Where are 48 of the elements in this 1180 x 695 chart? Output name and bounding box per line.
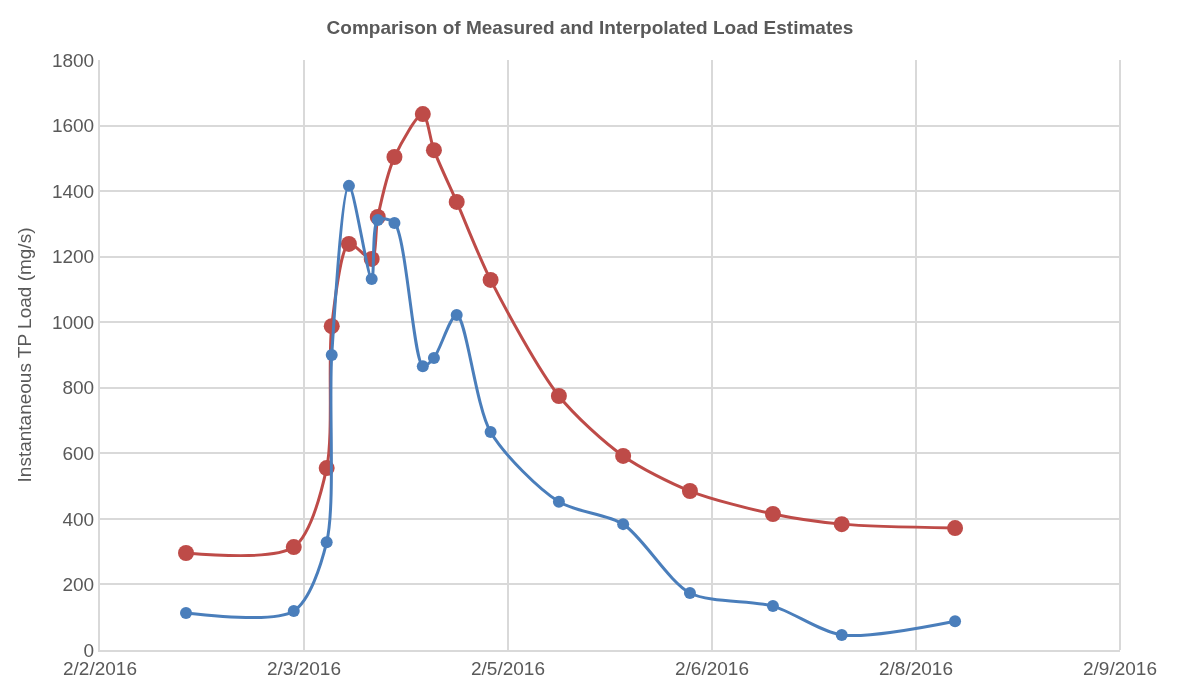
chart-title: Comparison of Measured and Interpolated Load Estimates (326, 17, 854, 39)
point (320, 536, 333, 549)
point (766, 600, 779, 613)
point (615, 447, 632, 464)
y-tick-label: 400 (62, 508, 95, 530)
point (681, 483, 698, 500)
point (388, 216, 401, 229)
point (484, 426, 497, 439)
y-tick-label: 600 (62, 442, 95, 464)
x-tick-label: 2/6/2016 (675, 657, 749, 679)
y-tick-label: 1600 (51, 115, 95, 137)
x-tick-label: 2/8/2016 (879, 657, 953, 679)
x-tick-label: 2/5/2016 (471, 657, 545, 679)
point (683, 586, 696, 599)
point (550, 387, 567, 404)
point (450, 309, 463, 321)
point (835, 628, 848, 641)
point (448, 193, 465, 210)
point (342, 179, 355, 192)
point (180, 606, 193, 619)
point (947, 520, 964, 537)
point (949, 615, 962, 628)
x-tick-label: 2/3/2016 (267, 657, 341, 679)
point (552, 495, 565, 508)
point (764, 505, 781, 522)
point (325, 349, 338, 361)
point (365, 272, 378, 285)
x-tick-label: 2/9/2016 (1083, 657, 1157, 679)
y-tick-label: 1000 (51, 311, 95, 333)
y-tick-label: 200 (62, 574, 95, 596)
point (416, 360, 429, 373)
y-tick-label: 800 (62, 377, 95, 399)
y-tick-label: 1400 (51, 180, 95, 202)
point (427, 351, 440, 364)
y-axis-title: Instantaneous TP Load (mg/s) (14, 227, 36, 483)
point (178, 544, 195, 561)
point (482, 271, 499, 288)
point (371, 213, 384, 226)
point (386, 149, 403, 166)
point (287, 604, 300, 617)
point (340, 235, 357, 252)
point (285, 539, 302, 556)
point (833, 516, 850, 533)
point (414, 106, 431, 123)
y-tick-label: 1800 (51, 49, 95, 71)
y-tick-label: 1200 (51, 246, 95, 268)
point (425, 142, 442, 159)
point (617, 518, 630, 531)
